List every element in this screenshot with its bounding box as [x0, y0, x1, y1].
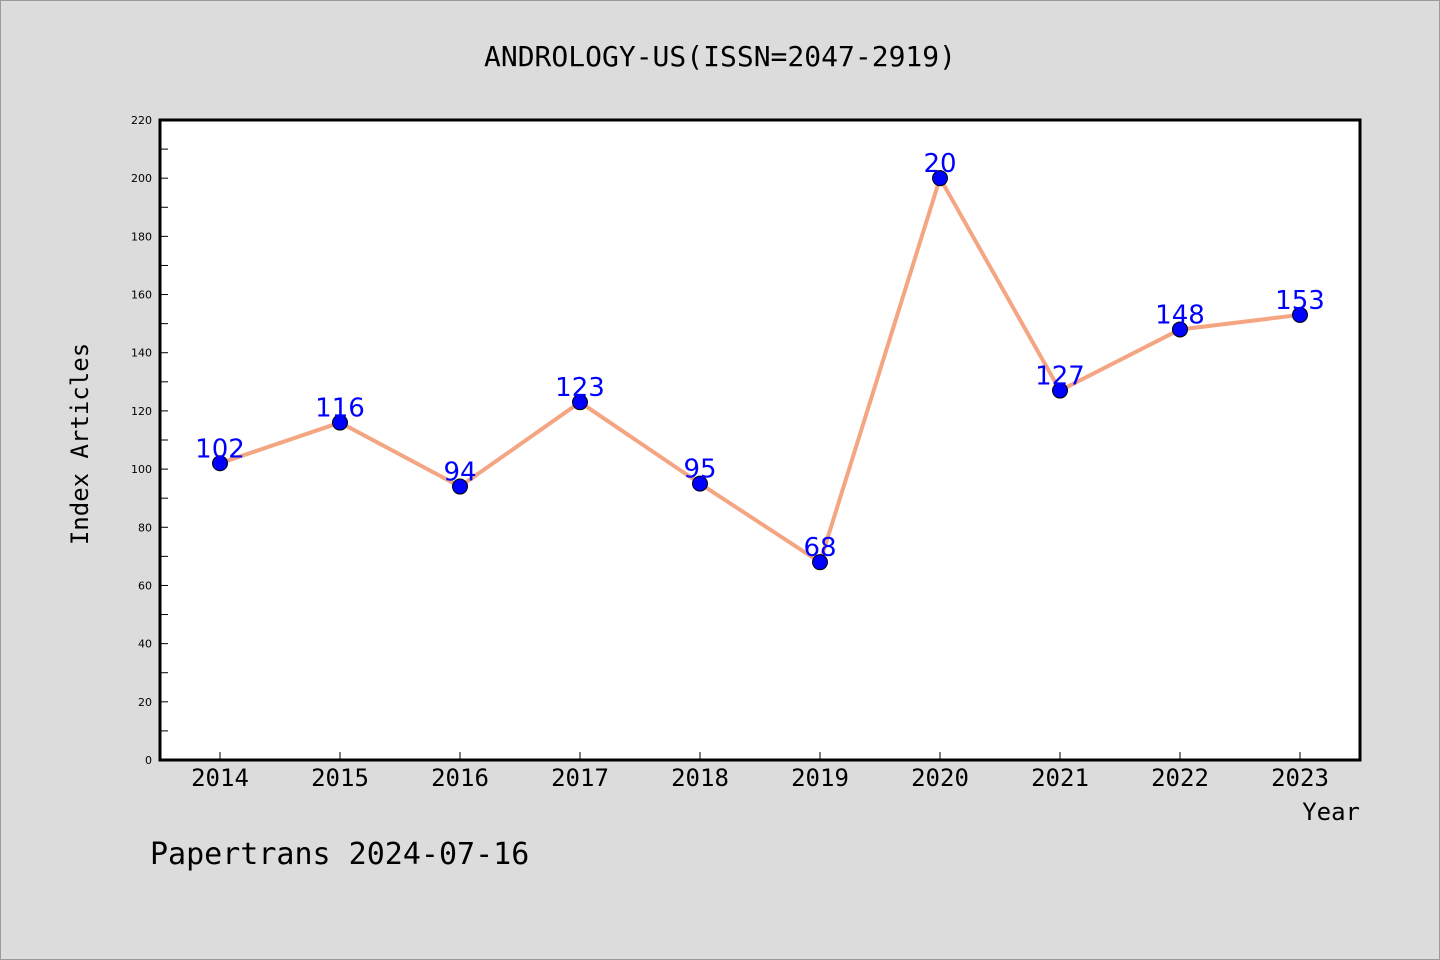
- series-markers-group: [212, 170, 1308, 571]
- plot-area: [158, 118, 1362, 762]
- x-tick-label: 2015: [311, 764, 369, 792]
- series-line-group: [219, 176, 1301, 565]
- y-tick-label: 20: [138, 696, 152, 709]
- series-line: [219, 176, 1301, 565]
- data-point-marker: [332, 414, 348, 431]
- data-point-marker: [812, 554, 828, 571]
- data-label: 95: [683, 455, 716, 485]
- x-axis-label: Year: [1302, 798, 1360, 826]
- data-point-marker: [572, 394, 588, 411]
- y-tick-label: 120: [131, 405, 152, 418]
- x-tick-label: 2018: [671, 764, 729, 792]
- data-label: 116: [315, 394, 365, 424]
- x-tick-label: 2023: [1271, 764, 1329, 792]
- y-tick-label: 60: [138, 579, 152, 592]
- data-point-marker: [1052, 382, 1068, 399]
- data-label: 148: [1155, 300, 1205, 330]
- data-label: 127: [1035, 362, 1085, 392]
- chart-title: ANDROLOGY-US(ISSN=2047-2919): [484, 40, 956, 73]
- data-label: 102: [195, 434, 245, 464]
- y-tick-label: 140: [131, 347, 152, 360]
- data-label: 153: [1275, 286, 1325, 316]
- footer-text: Papertrans 2024-07-16: [150, 837, 529, 872]
- x-axis-ticks: 2014 2015 2016 2017 2018 2019 2020 2021 2022 2023: [191, 752, 1329, 792]
- y-tick-label: 180: [131, 230, 152, 243]
- data-point-marker: [1172, 321, 1188, 338]
- y-tick-label: 80: [138, 521, 152, 534]
- y-tick-label: 40: [138, 638, 152, 651]
- y-tick-label: 0: [145, 754, 152, 767]
- x-tick-label: 2017: [551, 764, 609, 792]
- y-tick-label: 100: [131, 463, 152, 476]
- y-axis-label: Index Articles: [66, 343, 94, 545]
- data-labels-group: 102 116 94 123 95 68 20 127 148 153: [195, 149, 1325, 563]
- x-tick-label: 2021: [1031, 764, 1089, 792]
- y-tick-label: 160: [131, 289, 152, 302]
- data-point-marker: [692, 475, 708, 492]
- data-label: 68: [803, 533, 836, 563]
- x-tick-label: 2016: [431, 764, 489, 792]
- x-tick-label: 2020: [911, 764, 969, 792]
- data-label: 94: [443, 458, 476, 488]
- x-tick-label: 2022: [1151, 764, 1209, 792]
- x-tick-label: 2019: [791, 764, 849, 792]
- data-point-marker: [452, 478, 468, 495]
- y-tick-label: 200: [131, 172, 152, 185]
- y-axis-ticks: 0 20 40 60 80 100 120 140 160 180 200 220: [131, 114, 168, 767]
- x-tick-label: 2014: [191, 764, 249, 792]
- data-point-marker: [1292, 306, 1308, 323]
- data-label: 20: [923, 149, 956, 179]
- data-point-marker: [212, 455, 228, 472]
- data-point-marker: [932, 170, 948, 187]
- data-label: 123: [555, 373, 605, 403]
- y-tick-label: 220: [131, 114, 152, 127]
